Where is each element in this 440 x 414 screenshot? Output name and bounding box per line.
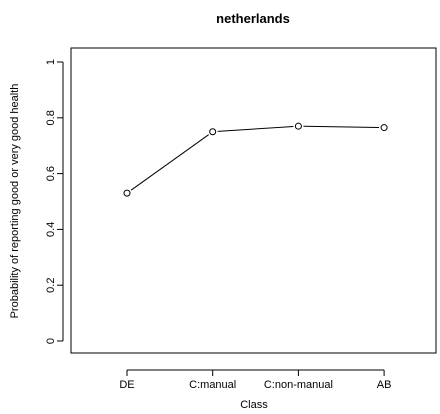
x-tick-label: AB <box>377 379 392 391</box>
y-axis: 0 0.2 0.4 0.6 0.8 1 <box>45 59 64 344</box>
plot-frame <box>70 47 437 354</box>
data-point <box>380 124 388 132</box>
x-tick-label: DE <box>119 379 134 391</box>
x-tick-label: C:non-manual <box>264 379 333 391</box>
y-tick-label: 0 <box>45 338 57 344</box>
x-axis-label: Class <box>240 399 268 411</box>
y-axis-label: Probability of reporting good or very go… <box>9 84 21 319</box>
x-axis: DE C:manual C:non-manual AB <box>119 369 392 391</box>
y-tick-label: 1 <box>45 59 57 65</box>
chart-title: netherlands <box>216 11 290 26</box>
data-point <box>294 122 302 130</box>
data-point <box>123 189 131 197</box>
series-line-segment <box>303 125 380 128</box>
series-line-segment <box>217 125 294 132</box>
y-tick-label: 0.8 <box>45 110 57 125</box>
y-tick-label: 0.6 <box>45 166 57 181</box>
series-line-segment <box>130 134 209 191</box>
data-point <box>209 128 217 136</box>
x-tick-label: C:manual <box>189 379 236 391</box>
series <box>123 122 388 197</box>
y-tick-label: 0.2 <box>45 278 57 293</box>
y-tick-label: 0.4 <box>45 222 57 237</box>
